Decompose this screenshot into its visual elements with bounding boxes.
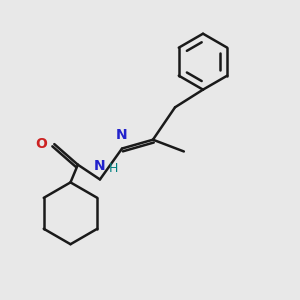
Text: O: O — [35, 137, 47, 151]
Text: N: N — [116, 128, 128, 142]
Text: H: H — [109, 162, 118, 175]
Text: N: N — [94, 159, 106, 173]
